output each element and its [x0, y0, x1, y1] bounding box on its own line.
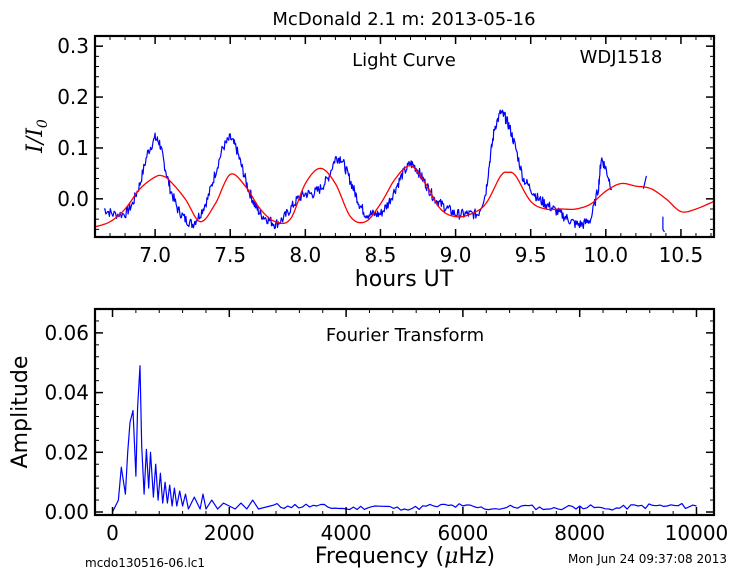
- fourier-xlabel: Frequency (μHz): [315, 544, 495, 569]
- fourier-xtick-label: 8000: [554, 521, 605, 545]
- fourier-ytick-label: 0.00: [44, 500, 89, 524]
- footer-filename: mcdo130516-06.lc1: [85, 556, 205, 570]
- fourier-ytick-label: 0.04: [44, 381, 89, 405]
- light-curve-xtick-label: 7.0: [139, 243, 171, 267]
- light-curve-ytick-label: 0.0: [57, 187, 89, 211]
- fourier-series-0: [111, 365, 697, 513]
- fourier-xtick-label: 4000: [321, 521, 372, 545]
- light-curve-xtick-label: 9.0: [440, 243, 472, 267]
- fourier-ticks: 0 2000 4000 6000 8000 10000 0.00 0.02 0.04 0.06: [44, 309, 728, 545]
- fourier-ytick-label: 0.06: [44, 321, 89, 345]
- light-curve-xtick-label: 8.5: [365, 243, 397, 267]
- light-curve-xtick-label: 9.5: [515, 243, 547, 267]
- light-curve-series-3: [95, 165, 714, 228]
- light-curve-title: Light Curve: [352, 50, 456, 71]
- light-curve-series-2: [662, 216, 665, 233]
- fourier-xtick-label: 10000: [665, 521, 729, 545]
- light-curve-ytick-label: 0.2: [57, 85, 89, 109]
- light-curve-ytick-label: 0.1: [57, 136, 89, 160]
- fourier-xtick-label: 6000: [437, 521, 488, 545]
- light-curve-frame: [93, 34, 716, 239]
- fourier-title: Fourier Transform: [326, 325, 484, 346]
- fourier-ylabel: Amplitude: [8, 356, 33, 469]
- light-curve-xtick-label: 10.0: [584, 243, 629, 267]
- fourier-panel: 0 2000 4000 6000 8000 10000 0.00 0.02 0.04 0.06 F…: [8, 307, 728, 569]
- fourier-plot-area: [111, 365, 697, 513]
- light-curve-xtick-label: 7.5: [214, 243, 246, 267]
- figure-title: McDonald 2.1 m: 2013-05-16: [272, 9, 535, 30]
- footer-timestamp: Mon Jun 24 09:37:08 2013: [568, 552, 727, 566]
- light-curve-xtick-label: 10.5: [659, 243, 704, 267]
- fourier-xtick-label: 2000: [204, 521, 255, 545]
- fourier-xtick-label: 0: [106, 521, 119, 545]
- light-curve-series-0: [103, 109, 613, 230]
- light-curve-panel: 7.0 7.5 8.0 8.5 9.0 9.5 10.0 10.5 0.0 0.1 0.2 0.3 L…: [23, 34, 716, 292]
- target-name-annotation: WDJ1518: [580, 47, 663, 68]
- light-curve-ticks: 7.0 7.5 8.0 8.5 9.0 9.5 10.0 10.5 0.0 0.1 0.2 0.3: [57, 34, 714, 267]
- light-curve-xtick-label: 8.0: [289, 243, 321, 267]
- fourier-ytick-label: 0.02: [44, 440, 89, 464]
- fourier-frame: [93, 307, 716, 517]
- light-curve-xlabel: hours UT: [355, 267, 454, 292]
- light-curve-plot-area: [95, 109, 714, 233]
- light-curve-ytick-label: 0.3: [57, 34, 89, 58]
- light-curve-ylabel: I/I0: [23, 119, 51, 154]
